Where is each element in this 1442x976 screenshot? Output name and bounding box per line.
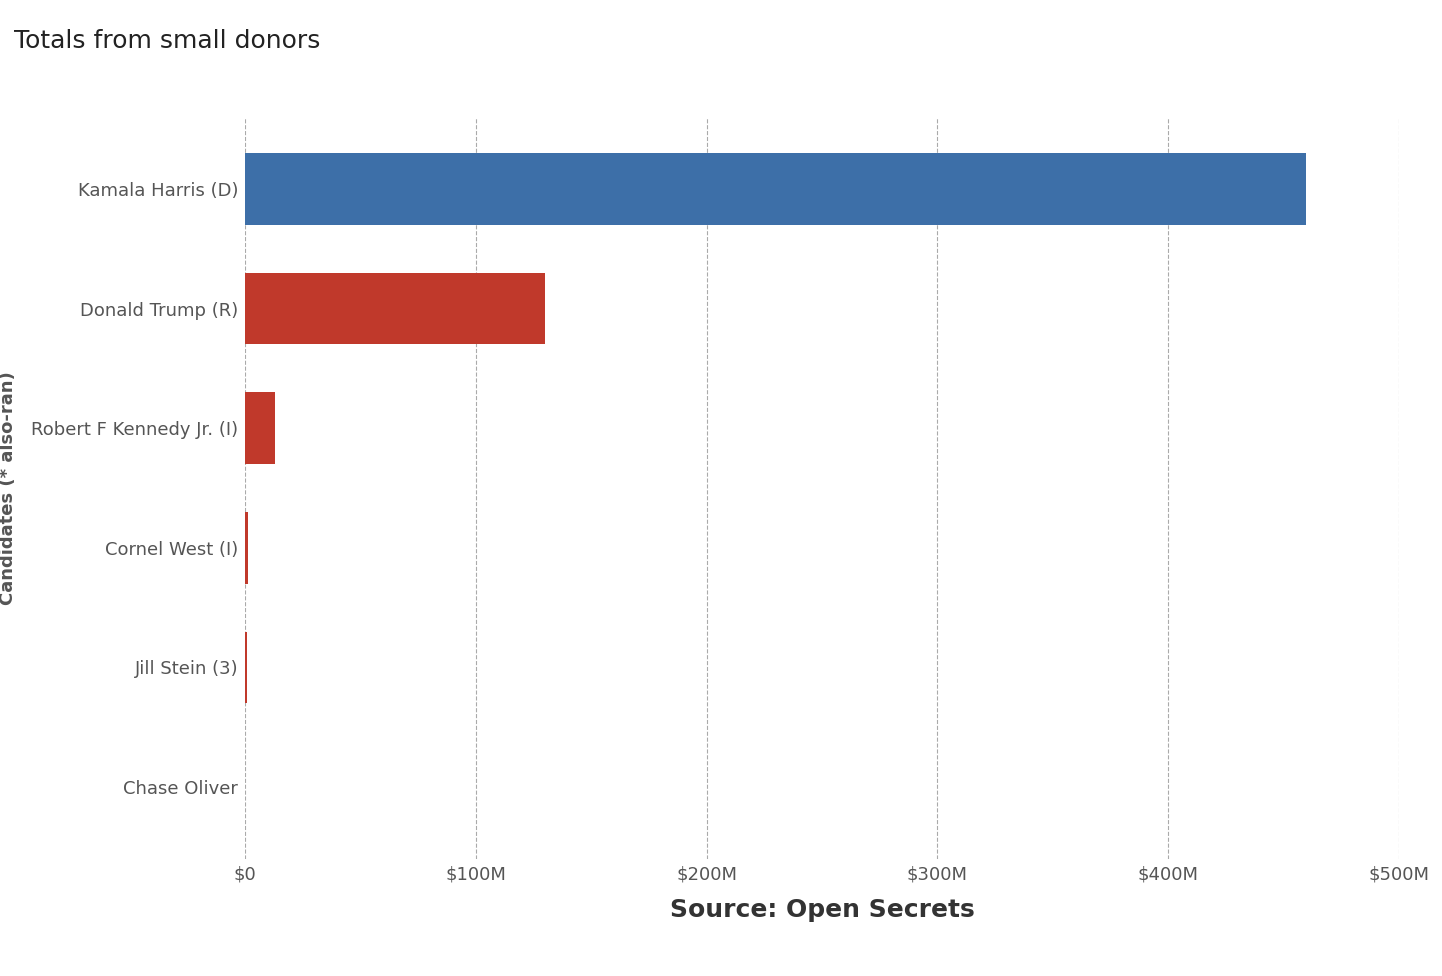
- Y-axis label: Candidates (* also-ran): Candidates (* also-ran): [0, 371, 17, 605]
- Bar: [245, 392, 275, 464]
- Bar: [245, 512, 248, 584]
- X-axis label: Source: Open Secrets: Source: Open Secrets: [669, 898, 975, 921]
- Bar: [245, 631, 247, 704]
- Bar: [245, 153, 1306, 224]
- Bar: [245, 272, 545, 345]
- Text: Totals from small donors: Totals from small donors: [14, 29, 320, 54]
